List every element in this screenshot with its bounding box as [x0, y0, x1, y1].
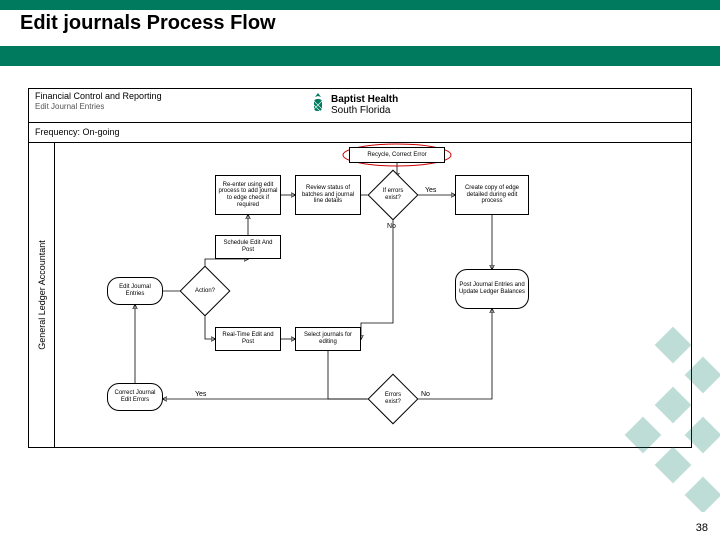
org-name: Baptist Health South Florida [331, 94, 398, 116]
edge-label: No [387, 223, 396, 230]
slide-title-underbar [0, 46, 720, 66]
flow-node-n_realtime: Real-Time Edit and Post [215, 327, 281, 351]
diagram-header-left: Financial Control and Reporting Edit Jou… [35, 91, 162, 111]
org-name-top: Baptist Health [331, 94, 398, 105]
org-name-bottom: South Florida [331, 105, 398, 116]
dept-name: Financial Control and Reporting [35, 91, 162, 102]
flow-node-d_err2: Errors exist? [375, 381, 411, 417]
flow-node-t_post: Post Journal Entries and Update Ledger B… [455, 269, 529, 309]
flow-node-n_create: Create copy of edge detailed during edit… [455, 175, 529, 215]
page-number: 38 [696, 522, 708, 534]
edge-label: No [421, 391, 430, 398]
flow-node-banner: Recycle, Correct Error [349, 147, 445, 163]
frequency-row: Frequency: On-going [29, 123, 691, 143]
slide-title-row: Edit journals Process Flow [20, 12, 700, 44]
diagram-subtitle: Edit Journal Entries [35, 102, 162, 112]
corner-decoration [570, 312, 720, 512]
swimlane-label-text: General Ledger Accountant [37, 240, 47, 350]
flow-node-t_edit: Edit Journal Entries [107, 277, 163, 305]
flow-node-t_correct: Correct Journal Edit Errors [107, 383, 163, 411]
flow-node-n_select: Select journals for editing [295, 327, 361, 351]
slide-top-accent [0, 0, 720, 10]
flow-node-n_sched: Schedule Edit And Post [215, 235, 281, 259]
edge-label: Yes [195, 391, 206, 398]
edge-label: Yes [425, 187, 436, 194]
slide-title: Edit journals Process Flow [20, 12, 700, 35]
frequency-label: Frequency: On-going [35, 127, 120, 137]
org-logo: Baptist Health South Florida [309, 91, 398, 118]
swimlane-label: General Ledger Accountant [29, 143, 55, 447]
diagram-header: Financial Control and Reporting Edit Jou… [29, 89, 691, 123]
flow-node-n_review: Review status of batches and journal lin… [295, 175, 361, 215]
flow-node-n_reconf: Re-enter using edit process to add journ… [215, 175, 281, 215]
flow-node-d_action: Action? [187, 273, 223, 309]
pineapple-icon [309, 91, 327, 118]
flow-node-d_errors: If errors exist? [375, 177, 411, 213]
